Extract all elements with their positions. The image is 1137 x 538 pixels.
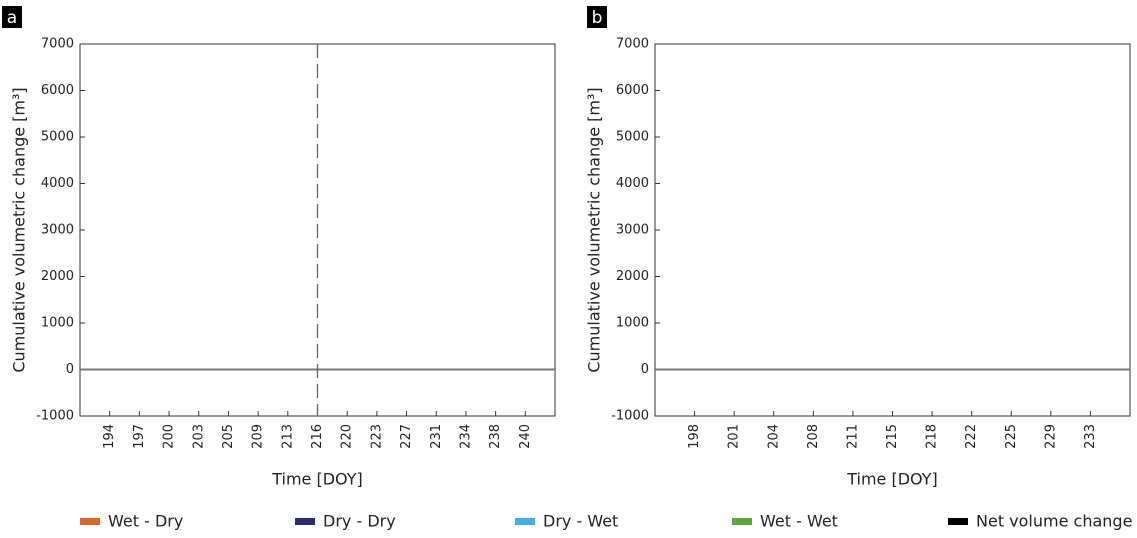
y-tick-label: 7000 [41,37,74,52]
y-tick-label: 7000 [616,37,649,52]
legend-label: Wet - Wet [760,512,838,531]
x-tick-label: 203 [191,424,206,449]
x-tick-label: 223 [369,424,384,449]
y-tick-label: 5000 [616,130,649,145]
panel-label: a [7,8,17,28]
y-tick-label: 1000 [616,316,649,331]
x-tick-label: 194 [102,424,117,449]
x-tick-label: 209 [251,424,266,449]
x-tick-label: 220 [340,424,355,449]
panel-label: b [592,8,603,28]
y-tick-label: 5000 [41,130,74,145]
x-tick-label: 227 [399,424,414,449]
x-tick-label: 204 [766,424,781,449]
x-tick-label: 208 [806,424,821,449]
x-tick-label: 215 [885,424,900,449]
panel-label-box [587,6,607,28]
x-tick-label: 222 [964,424,979,449]
x-tick-label: 231 [429,424,444,449]
x-tick-label: 201 [727,424,742,449]
y-tick-label: 2000 [41,269,74,284]
legend-swatch [515,518,535,525]
y-tick-label: 3000 [616,223,649,238]
y-tick-label: -1000 [36,409,74,424]
panel-label-box [2,6,22,28]
legend-label: Net volume change [976,512,1132,531]
x-tick-label: 197 [132,424,147,449]
x-tick-label: 200 [162,424,177,449]
y-tick-label: 0 [66,362,74,377]
legend-label: Wet - Dry [108,512,183,531]
x-axis-label: Time [DOY] [271,470,363,489]
legend-swatch [80,518,100,525]
y-tick-label: 6000 [41,83,74,98]
x-tick-label: 211 [845,424,860,449]
legend-swatch [732,518,752,525]
x-tick-label: 225 [1004,424,1019,449]
x-tick-label: 238 [488,424,503,449]
y-tick-label: 0 [641,362,649,377]
y-tick-label: 4000 [616,176,649,191]
x-tick-label: 229 [1043,424,1058,449]
x-axis-label: Time [DOY] [846,470,938,489]
x-tick-label: 240 [518,424,533,449]
y-tick-label: 4000 [41,176,74,191]
x-tick-label: 213 [280,424,295,449]
plot-frame [654,43,1131,417]
x-tick-label: 205 [221,424,236,449]
y-tick-label: 2000 [616,269,649,284]
legend-label: Dry - Wet [543,512,618,531]
x-tick-label: 234 [458,424,473,449]
y-tick-label: 3000 [41,223,74,238]
y-tick-label: 6000 [616,83,649,98]
y-axis-label: Cumulative volumetric change [m³] [585,87,604,372]
legend-label: Dry - Dry [323,512,396,531]
y-axis-label: Cumulative volumetric change [m³] [10,87,29,372]
x-tick-label: 218 [925,424,940,449]
legend-swatch [948,518,968,525]
y-tick-label: -1000 [611,409,649,424]
legend-swatch [295,518,315,525]
x-tick-label: 233 [1083,424,1098,449]
x-tick-label: 198 [687,424,702,449]
x-tick-label: 216 [310,424,325,449]
y-tick-label: 1000 [41,316,74,331]
